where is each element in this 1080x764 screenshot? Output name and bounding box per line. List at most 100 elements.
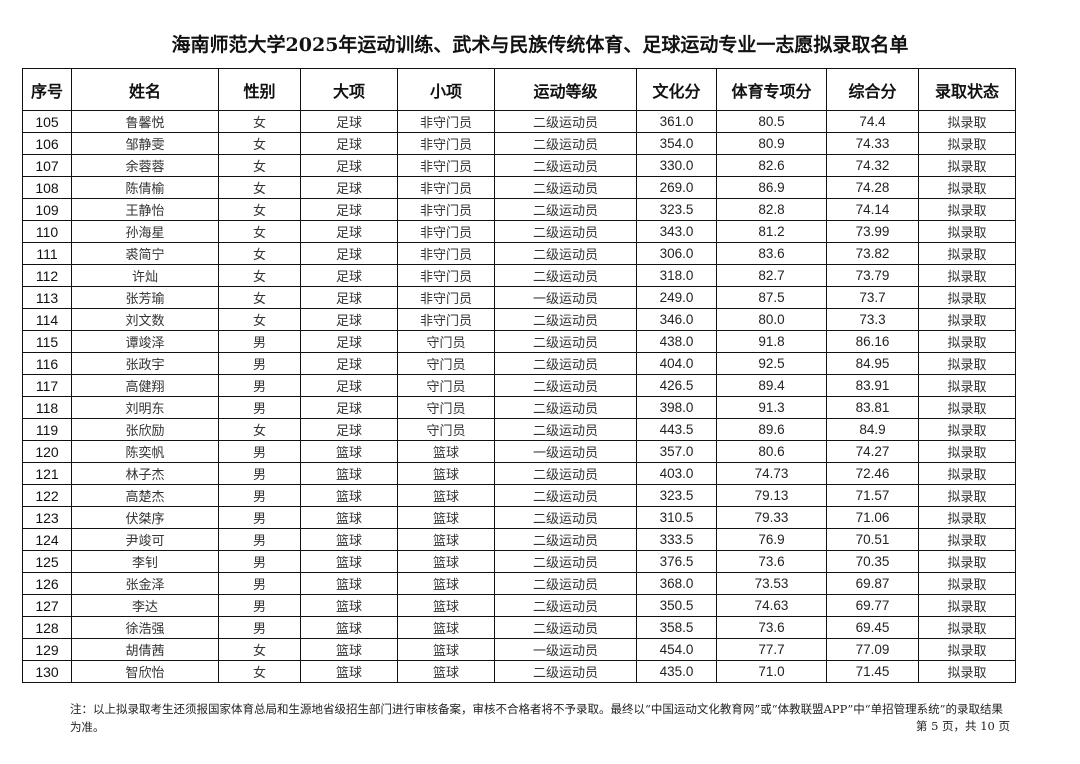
cell-major-sport: 篮球 [300,506,398,529]
table-row: 122 高楚杰男篮球 篮球 二级运动员 323.5 79.13 71.57 拟录取 [22,484,1016,507]
cell-gender: 男 [218,374,301,397]
cell-name: 陈奕帆 [71,440,219,463]
cell-total-score: 74.33 [826,132,919,155]
cell-gender: 男 [218,572,301,595]
cell-culture-score: 343.0 [636,220,717,243]
cell-status: 拟录取 [918,550,1016,573]
column-header-name: 姓名 [71,68,219,111]
cell-status: 拟录取 [918,220,1016,243]
cell-major-sport: 足球 [300,286,398,309]
cell-gender: 女 [218,286,301,309]
cell-status: 拟录取 [918,198,1016,221]
cell-total-score: 70.51 [826,528,919,551]
table-row: 120 陈奕帆男篮球 篮球 一级运动员 357.0 80.6 74.27 拟录取 [22,440,1016,463]
cell-index: 126 [22,572,72,595]
table-row: 121 林子杰男篮球 篮球 二级运动员 403.0 74.73 72.46 拟录取 [22,462,1016,485]
cell-gender: 男 [218,484,301,507]
table-row: 124 尹竣可男篮球 篮球 二级运动员 333.5 76.9 70.51 拟录取 [22,528,1016,551]
cell-gender: 女 [218,418,301,441]
cell-sport-level: 二级运动员 [494,242,637,265]
cell-total-score: 71.06 [826,506,919,529]
cell-sub-event: 篮球 [397,506,495,529]
cell-gender: 男 [218,396,301,419]
cell-sub-event: 篮球 [397,616,495,639]
table-header-row: 序号 姓名 性别 大项 小项 运动等级 文化分 体育专项分 综合分 录取状态 [22,68,1016,111]
cell-index: 123 [22,506,72,529]
cell-total-score: 71.57 [826,484,919,507]
cell-culture-score: 443.5 [636,418,717,441]
cell-major-sport: 足球 [300,264,398,287]
cell-sport-score: 79.13 [716,484,827,507]
cell-name: 张金泽 [71,572,219,595]
cell-status: 拟录取 [918,638,1016,661]
cell-total-score: 73.82 [826,242,919,265]
cell-status: 拟录取 [918,176,1016,199]
cell-culture-score: 323.5 [636,198,717,221]
cell-name: 刘文数 [71,308,219,331]
cell-culture-score: 310.5 [636,506,717,529]
cell-major-sport: 足球 [300,352,398,375]
cell-major-sport: 篮球 [300,550,398,573]
cell-gender: 男 [218,550,301,573]
cell-status: 拟录取 [918,110,1016,133]
cell-index: 112 [22,264,72,287]
cell-culture-score: 330.0 [636,154,717,177]
cell-total-score: 69.87 [826,572,919,595]
cell-culture-score: 438.0 [636,330,717,353]
cell-index: 124 [22,528,72,551]
cell-sub-event: 非守门员 [397,132,495,155]
cell-sport-level: 二级运动员 [494,616,637,639]
cell-sub-event: 篮球 [397,550,495,573]
cell-name: 谭竣泽 [71,330,219,353]
cell-major-sport: 足球 [300,396,398,419]
cell-index: 111 [22,242,72,265]
table-row: 116 张政宇男足球 守门员 二级运动员 404.0 92.5 84.95 拟录取 [22,352,1016,375]
cell-gender: 女 [218,308,301,331]
cell-sport-score: 76.9 [716,528,827,551]
cell-sport-level: 二级运动员 [494,484,637,507]
table-body: 105 鲁馨悦女足球 非守门员 二级运动员 361.0 80.5 74.4 拟录取 106 邹静雯… [22,110,1016,683]
cell-sub-event: 非守门员 [397,176,495,199]
cell-status: 拟录取 [918,484,1016,507]
cell-name: 许灿 [71,264,219,287]
cell-sport-score: 82.7 [716,264,827,287]
table-row: 115 谭竣泽男足球 守门员 二级运动员 438.0 91.8 86.16 拟录取 [22,330,1016,353]
cell-culture-score: 269.0 [636,176,717,199]
cell-index: 117 [22,374,72,397]
cell-sport-level: 二级运动员 [494,594,637,617]
cell-sport-score: 82.8 [716,198,827,221]
cell-sub-event: 非守门员 [397,264,495,287]
page-indicator: 第 5 页，共 10 页 [915,719,1010,733]
cell-status: 拟录取 [918,242,1016,265]
cell-name: 邹静雯 [71,132,219,155]
cell-sport-score: 82.6 [716,154,827,177]
cell-major-sport: 足球 [300,132,398,155]
cell-culture-score: 249.0 [636,286,717,309]
cell-sport-score: 73.6 [716,550,827,573]
table-row: 108 陈倩榆女足球 非守门员 二级运动员 269.0 86.9 74.28 拟录取 [22,176,1016,199]
cell-sub-event: 守门员 [397,374,495,397]
cell-status: 拟录取 [918,286,1016,309]
cell-sub-event: 篮球 [397,440,495,463]
cell-status: 拟录取 [918,660,1016,683]
cell-gender: 女 [218,154,301,177]
cell-total-score: 74.28 [826,176,919,199]
cell-index: 109 [22,198,72,221]
cell-name: 王静怡 [71,198,219,221]
cell-total-score: 73.79 [826,264,919,287]
cell-gender: 男 [218,440,301,463]
cell-major-sport: 篮球 [300,660,398,683]
cell-index: 108 [22,176,72,199]
cell-major-sport: 篮球 [300,594,398,617]
cell-gender: 女 [218,176,301,199]
column-header-sport-level: 运动等级 [494,68,637,111]
cell-sport-level: 二级运动员 [494,220,637,243]
cell-sport-score: 79.33 [716,506,827,529]
table-row: 111 裘简宁女足球 非守门员 二级运动员 306.0 83.6 73.82 拟录取 [22,242,1016,265]
cell-major-sport: 篮球 [300,462,398,485]
column-header-gender: 性别 [218,68,301,111]
cell-sub-event: 非守门员 [397,242,495,265]
cell-sport-score: 80.0 [716,308,827,331]
cell-sport-score: 86.9 [716,176,827,199]
cell-culture-score: 346.0 [636,308,717,331]
